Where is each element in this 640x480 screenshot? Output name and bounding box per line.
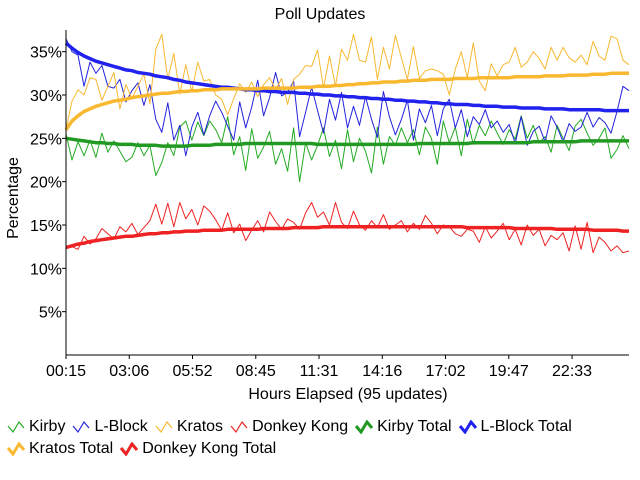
legend-label: Kratos bbox=[176, 418, 224, 435]
legend-swatch-icon bbox=[230, 420, 248, 434]
x-tick-label: 17:02 bbox=[426, 363, 466, 380]
x-tick-label: 00:15 bbox=[46, 363, 86, 380]
series-line-kratos-total bbox=[64, 71, 629, 131]
series-line-kirby bbox=[65, 115, 630, 183]
y-tick-label: 10% bbox=[30, 261, 62, 278]
legend-label: Kratos Total bbox=[29, 440, 114, 457]
x-tick-label: 03:06 bbox=[109, 363, 149, 380]
y-tick-label: 20% bbox=[30, 175, 62, 192]
legend-swatch-icon bbox=[72, 420, 90, 434]
legend-label: Kirby Total bbox=[377, 418, 452, 435]
y-tick-label: 35% bbox=[30, 45, 62, 62]
legend-item: Kirby bbox=[6, 416, 65, 438]
legend-label: L-Block bbox=[94, 418, 148, 435]
series-line-kratos bbox=[65, 33, 630, 130]
y-tick-label: 30% bbox=[30, 88, 62, 105]
series-line-donkey-kong bbox=[65, 202, 630, 254]
legend-item: Donkey Kong bbox=[229, 416, 348, 438]
legend-swatch-icon bbox=[354, 419, 374, 435]
series-line-l-block-total bbox=[64, 41, 629, 113]
legend-label: Kirby bbox=[29, 418, 66, 435]
legend-swatch-icon bbox=[6, 441, 26, 457]
x-tick-label: 22:33 bbox=[552, 363, 592, 380]
legend-item: L-Block Total bbox=[458, 416, 572, 438]
legend-swatch-icon bbox=[7, 420, 25, 434]
legend-label: L-Block Total bbox=[480, 418, 572, 435]
legend-item: Kratos bbox=[154, 416, 223, 438]
legend-swatch-icon bbox=[458, 419, 477, 435]
legend-label: Donkey Kong bbox=[252, 418, 349, 435]
x-tick-label: 11:31 bbox=[300, 363, 339, 380]
legend-swatch-icon bbox=[155, 420, 173, 434]
x-tick-label: 08:45 bbox=[236, 363, 276, 380]
x-tick-label: 05:52 bbox=[172, 363, 212, 380]
chart-legend: Kirby L-Block Kratos Donkey Kong Kirby Total… bbox=[6, 416, 636, 460]
y-tick-label: 5% bbox=[39, 305, 62, 322]
chart-title: Poll Updates bbox=[275, 6, 366, 23]
series-line-kirby-total bbox=[65, 136, 629, 148]
series-line-donkey-kong-total bbox=[65, 224, 629, 250]
legend-item: L-Block bbox=[71, 416, 148, 438]
legend-label: Donkey Kong Total bbox=[142, 440, 277, 457]
x-axis-label: Hours Elapsed (95 updates) bbox=[248, 386, 447, 403]
x-tick-label: 14:16 bbox=[362, 363, 402, 380]
y-axis-label: Percentage bbox=[5, 157, 22, 239]
plot-area bbox=[64, 33, 630, 254]
y-tick-label: 15% bbox=[30, 218, 62, 235]
y-ticks: 5% 10% 15% 20% 25% 30% 35% bbox=[30, 45, 66, 322]
legend-swatch-icon bbox=[120, 441, 139, 457]
y-tick-label: 25% bbox=[30, 131, 62, 148]
series-line-l-block bbox=[65, 38, 630, 157]
legend-item: Kratos Total bbox=[6, 438, 113, 460]
legend-item: Kirby Total bbox=[354, 416, 452, 438]
x-tick-label: 19:47 bbox=[489, 363, 529, 380]
legend-item: Donkey Kong Total bbox=[119, 438, 276, 460]
x-ticks: 00:15 03:06 05:52 08:45 11:31 14:16 17:02 19:47… bbox=[46, 355, 592, 380]
